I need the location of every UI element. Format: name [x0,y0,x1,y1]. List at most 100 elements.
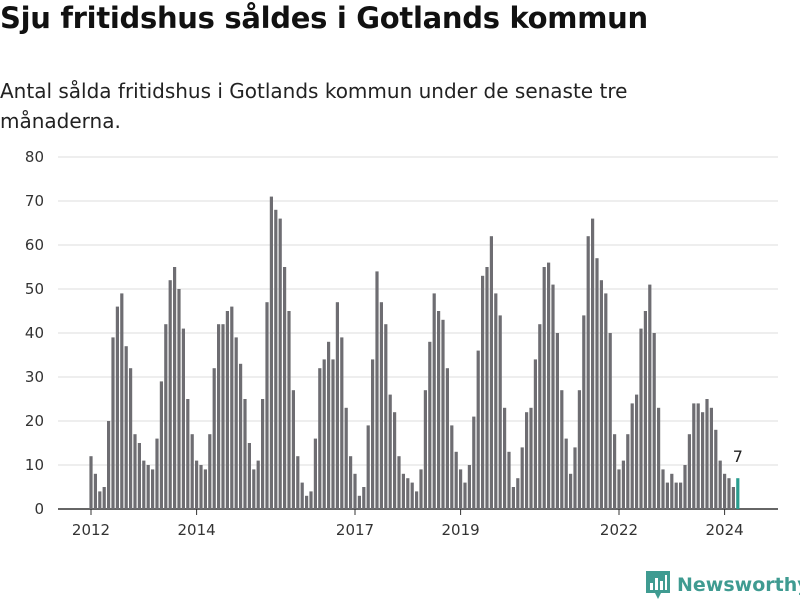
bar: 2015-03: 11 [256,460,260,509]
bar: 2015-07: 68 [274,209,278,510]
bar: 2018-01: 7 [406,478,410,509]
bar: 2014-09: 46 [230,306,234,509]
bar: 2013-12: 17 [190,434,194,509]
bar: 2015-04: 25 [261,399,265,509]
bar: 2023-06: 24 [692,403,696,509]
bar: 2012-05: 20 [107,421,111,509]
bar: 2012-12: 15 [137,443,141,509]
bar: 2019-04: 21 [472,416,476,509]
bar: 2017-11: 12 [397,456,401,509]
bar: 2013-09: 50 [177,289,181,509]
bar: 2014-08: 45 [225,311,229,509]
bar: 2019-07: 55 [485,267,489,509]
bar: 2016-07: 38 [327,341,331,509]
bar: 2018-03: 4 [415,491,419,509]
bar: 2015-02: 9 [252,469,256,509]
bar: 2023-02: 6 [674,482,678,509]
bar: 2021-06: 62 [586,236,590,509]
bar: 2023-08: 22 [701,412,705,509]
bar: 2013-11: 25 [186,399,190,509]
bar: 2013-05: 29 [159,381,163,509]
bar: 2014-05: 32 [212,368,216,509]
bar: 2022-06: 41 [639,328,643,509]
bar: 2017-12: 8 [401,473,405,509]
bar: 2017-03: 5 [362,487,366,509]
bar: 2020-03: 14 [520,447,524,509]
chart-title: Sju fritidshus såldes i Gotlands kommun [0,1,648,35]
bar: 2015-01: 15 [247,443,251,509]
bar: 2017-07: 47 [379,302,383,509]
bar: 2012-02: 8 [93,473,97,509]
bar: 2022-01: 9 [617,469,621,509]
bar: 2015-11: 27 [291,390,295,509]
bar: 2020-04: 22 [525,412,529,509]
bar: 2016-06: 34 [322,359,326,509]
bar: 2019-10: 44 [498,315,502,509]
bar: 2023-05: 17 [687,434,691,509]
bar: 2019-06: 53 [481,275,485,509]
y-tick-label: 10 [25,456,44,474]
bar: 2019-05: 36 [476,350,480,509]
bar: 2013-10: 41 [181,328,185,509]
bar: 2014-11: 33 [239,363,243,509]
bar: 2021-05: 44 [582,315,586,509]
bar: 2021-12: 17 [613,434,617,509]
bar: 2023-07: 24 [696,403,700,509]
bar: 2021-02: 8 [569,473,573,509]
bar: 2016-12: 12 [349,456,353,509]
bar: 2015-10: 45 [287,311,291,509]
bar: 2013-06: 42 [164,324,168,509]
bar: 2014-02: 10 [199,465,203,509]
y-tick-label: 0 [34,500,44,518]
bar: 2013-08: 55 [173,267,177,509]
bar: 2022-09: 40 [652,333,656,509]
bar: 2012-08: 49 [120,293,124,509]
bar: 2019-09: 49 [494,293,498,509]
x-tick-label: 2024 [706,521,744,539]
bar: 2019-11: 23 [503,407,507,509]
bar: 2016-11: 23 [344,407,348,509]
y-tick-label: 70 [25,192,44,210]
bar: 2020-10: 51 [551,284,555,509]
bar: 2023-01: 8 [670,473,674,509]
bar: 2017-08: 42 [384,324,388,509]
x-tick-label: 2019 [442,521,480,539]
chart-subtitle: Antal sålda fritidshus i Gotlands kommun… [0,79,628,133]
bar: 2024-02: 7 [727,478,731,509]
bar: 2017-01: 8 [353,473,357,509]
bar: 2017-05: 34 [371,359,375,509]
bar: 2014-03: 9 [203,469,207,509]
bar: 2023-11: 18 [714,429,718,509]
bar: 2023-09: 25 [705,399,709,509]
bar: 2018-11: 19 [450,425,454,509]
y-tick-label: 60 [25,236,44,254]
bar: 2014-10: 39 [234,337,238,509]
bar: 2020-08: 55 [542,267,546,509]
bar: 2016-05: 32 [318,368,322,509]
bar: 2015-06: 71 [269,196,273,509]
bar: 2015-05: 47 [265,302,269,509]
y-tick-label: 30 [25,368,44,386]
bar: 2018-06: 38 [428,341,432,509]
bar: 2021-09: 52 [599,280,603,509]
bar: 2020-07: 42 [538,324,542,509]
bar: 2020-05: 23 [529,407,533,509]
bar: 2016-04: 16 [313,438,317,509]
bar: 2020-06: 34 [533,359,537,509]
x-tick-label: 2022 [600,521,638,539]
bar: 2018-09: 43 [441,319,445,509]
x-tick-label: 2017 [336,521,374,539]
bar: 2021-07: 66 [591,218,595,509]
bar: 2023-04: 10 [683,465,687,509]
bar: 2018-08: 45 [437,311,441,509]
bar: 2013-07: 52 [168,280,172,509]
bar: 2022-05: 26 [635,394,639,509]
bar: 2012-11: 17 [133,434,137,509]
bar: 2012-10: 32 [129,368,133,509]
last-value-label: 7 [733,447,743,466]
bar: 2018-05: 27 [423,390,427,509]
bar: 2022-11: 9 [661,469,665,509]
bar: 2016-08: 34 [331,359,335,509]
bar: 2021-10: 49 [604,293,608,509]
